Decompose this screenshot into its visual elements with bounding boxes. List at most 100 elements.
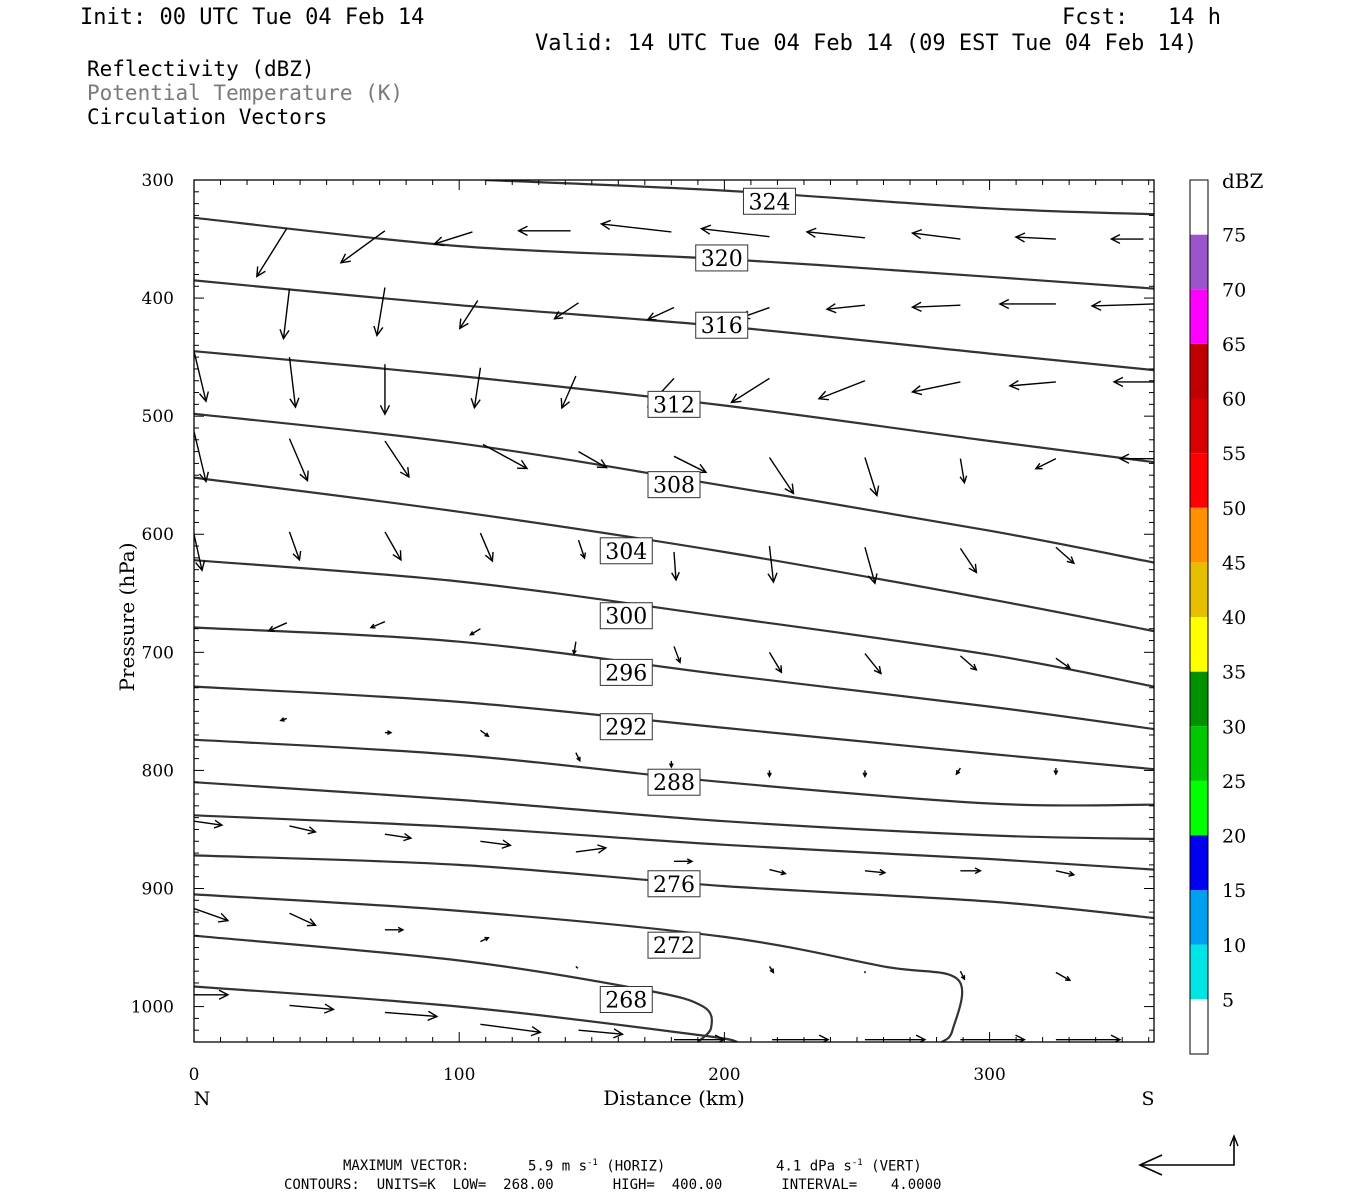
vector-head	[484, 732, 490, 738]
vector-shaft	[826, 304, 866, 310]
circulation-vector	[479, 729, 490, 738]
vector-head	[484, 936, 490, 942]
circulation-vector	[910, 301, 961, 312]
colorbar-level-label: 75	[1222, 225, 1246, 247]
vector-shaft	[1055, 971, 1071, 981]
vector-shaft	[1091, 303, 1154, 307]
colorbar-level-label: 25	[1222, 771, 1246, 793]
circulation-vector	[1055, 657, 1072, 670]
y-tick-label: 700	[142, 643, 174, 663]
colorbar-cell	[1190, 944, 1208, 1000]
x-end-label-right: S	[1141, 1088, 1154, 1110]
contour-label-text: 272	[653, 934, 695, 959]
vector-head	[960, 975, 966, 981]
vector-head	[873, 665, 882, 675]
circulation-vector	[560, 375, 577, 410]
contour-label-box	[695, 311, 749, 339]
circulation-vector	[432, 231, 473, 247]
contour-label-text: 276	[653, 873, 695, 898]
vector-head	[379, 404, 391, 416]
x-axis-title: Distance (km)	[603, 1086, 745, 1110]
contour-label-box	[647, 768, 701, 796]
circulation-vector	[959, 458, 968, 485]
vector-shaft	[768, 651, 783, 673]
vector-shaft	[282, 288, 291, 339]
circulation-vector	[1055, 870, 1076, 877]
contour-label: 296	[599, 658, 653, 686]
vector-head	[289, 397, 300, 409]
vector-head	[780, 869, 787, 876]
vector-head	[671, 571, 680, 582]
colorbar-cell	[1190, 726, 1208, 781]
vector-shaft	[288, 357, 297, 408]
contour-label-box	[599, 985, 653, 1013]
contour-label-box	[599, 658, 653, 686]
circulation-vector	[482, 443, 529, 470]
colorbar-level-label: 70	[1222, 279, 1246, 301]
contour-label-text: 308	[653, 474, 695, 499]
vector-shaft	[864, 547, 876, 584]
colorbar-cell	[1190, 343, 1208, 399]
vector-head	[955, 769, 961, 776]
circulation-vector	[910, 228, 961, 240]
y-tick-label: 500	[142, 407, 174, 427]
vector-shaft	[370, 620, 386, 629]
circulation-vector	[578, 1028, 625, 1039]
vector-head	[879, 868, 887, 876]
vector-head	[572, 649, 577, 656]
contour-label-text: 292	[605, 716, 647, 741]
forecast-hour-value: 14 h	[1168, 5, 1221, 30]
vector-head	[279, 329, 290, 341]
colorbar-cell	[1190, 398, 1208, 454]
vector-head	[869, 485, 880, 497]
contour-label-box	[647, 471, 701, 499]
vector-shaft	[256, 228, 288, 277]
vector-head	[686, 858, 694, 865]
vector-shaft	[554, 302, 579, 320]
colorbar: 5 10 15 20 25 30 35 40 45 50 55 60 65 70 75	[1189, 179, 1246, 1055]
vector-head	[1118, 453, 1130, 464]
vector-head	[307, 826, 317, 835]
vector-shaft	[479, 532, 494, 562]
circulation-vector	[772, 1034, 830, 1042]
colorbar-cell	[1190, 999, 1208, 1054]
isentrope-line	[194, 985, 738, 1042]
vector-head	[279, 717, 285, 722]
vector-head	[668, 763, 674, 769]
circulation-vector	[674, 1034, 726, 1042]
circulation-vector	[288, 531, 302, 562]
vector-shaft	[480, 840, 511, 846]
legend-reflectivity: Reflectivity (dBZ)	[87, 57, 315, 81]
vector-head	[399, 466, 410, 479]
vector-head	[1014, 232, 1026, 243]
vector-head	[596, 459, 608, 469]
colorbar-cell	[1190, 234, 1208, 290]
circulation-vector	[730, 377, 770, 404]
y-tick-label: 1000	[131, 998, 174, 1018]
vector-head	[699, 224, 712, 235]
vector-shaft	[864, 457, 878, 496]
contour-label: 324	[742, 187, 796, 215]
colorbar-cell	[1190, 453, 1208, 508]
contour-label-box	[695, 244, 749, 272]
circulation-vector	[671, 551, 680, 582]
x-tick-label: 300	[973, 1065, 1005, 1085]
max-vector-label: MAXIMUM VECTOR:	[343, 1158, 470, 1174]
circulation-vector	[194, 989, 230, 1000]
vector-shaft	[434, 231, 473, 245]
vector-shaft	[1015, 236, 1056, 240]
vector-head	[910, 301, 922, 312]
isentrope-line	[194, 216, 1154, 290]
vector-head	[597, 844, 608, 854]
vector-head	[198, 391, 210, 403]
colorbar-title: dBZ	[1222, 169, 1264, 193]
vector-head	[970, 663, 978, 671]
circulation-vector	[479, 532, 494, 563]
colorbar-level-label: 10	[1222, 935, 1246, 957]
contour-label-box	[599, 602, 653, 630]
colorbar-level-label: 20	[1222, 826, 1246, 848]
init-time: Init: 00 UTC Tue 04 Feb 14	[80, 5, 425, 30]
vector-head	[1066, 556, 1076, 565]
circulation-vector	[959, 970, 966, 981]
